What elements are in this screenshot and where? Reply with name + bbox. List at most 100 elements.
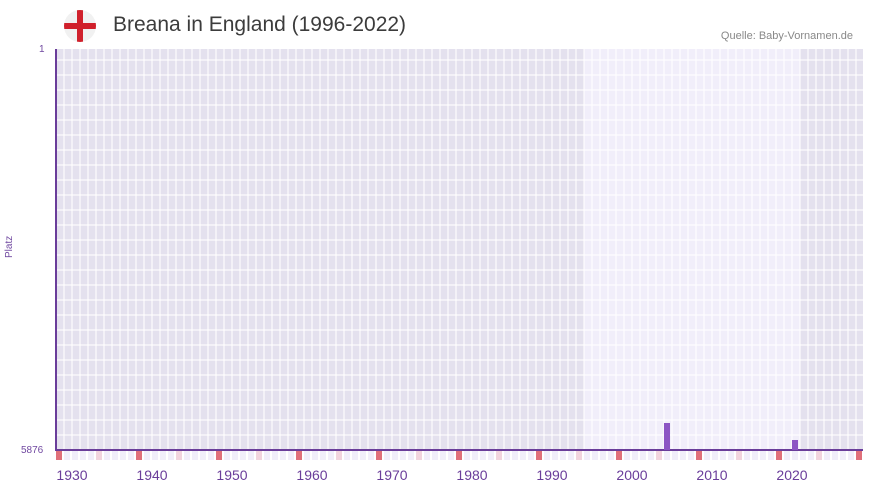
grid-line-vertical [471,49,473,450]
year-marker [224,451,230,460]
grid-line-horizontal [56,209,863,211]
grid-line-horizontal [56,59,863,61]
year-marker [752,451,758,460]
year-marker [312,451,318,460]
grid-line-vertical [119,49,121,450]
grid-line-vertical [303,49,305,450]
grid-line-vertical [175,49,177,450]
grid-line-vertical [135,49,137,450]
y-tick-top: 1 [39,44,45,55]
grid-line-vertical [223,49,225,450]
x-tick-label: 1960 [296,467,328,483]
grid-line-horizontal [56,374,863,376]
grid-line-horizontal [56,404,863,406]
year-marker [480,451,486,460]
grid-line-vertical [111,49,113,450]
year-marker [464,451,470,460]
grid-line-horizontal [56,239,863,241]
year-marker [424,451,430,460]
grid-line-vertical [703,49,705,450]
grid-line-vertical [823,49,825,450]
grid-line-vertical [487,49,489,450]
grid-line-vertical [319,49,321,450]
y-axis-label: Platz [4,235,15,258]
x-tick-label: 1970 [376,467,408,483]
grid-line-vertical [239,49,241,450]
grid-line-vertical [367,49,369,450]
year-marker [560,451,566,460]
rank-bar-2004[interactable] [664,422,670,450]
grid-line-vertical [279,49,281,450]
grid-line-horizontal [56,119,863,121]
year-marker [320,451,326,460]
year-marker [264,451,270,460]
grid-line-vertical [407,49,409,450]
year-marker [640,451,646,460]
grid-line-vertical [159,49,161,450]
year-marker [128,451,134,460]
grid-line-vertical [447,49,449,450]
grid-line-vertical [767,49,769,450]
year-marker [472,451,478,460]
year-marker [488,451,494,460]
year-marker [688,451,694,460]
highlight-band [584,49,800,450]
year-marker [152,451,158,460]
rank-bar-2020[interactable] [792,440,798,450]
decade-marker [376,451,382,460]
grid-line-vertical [831,49,833,450]
grid-line-vertical [143,49,145,450]
grid-line-vertical [511,49,513,450]
year-marker [568,451,574,460]
year-marker [64,451,70,460]
year-marker [72,451,78,460]
decade-marker [616,451,622,460]
y-tick-bottom: 5876 [21,445,44,456]
year-marker [432,451,438,460]
grid-line-vertical [79,49,81,450]
grid-line-vertical [95,49,97,450]
year-marker [800,451,806,460]
year-marker [280,451,286,460]
year-marker [768,451,774,460]
year-marker [120,451,126,460]
x-tick-label: 1940 [136,467,168,483]
year-marker [184,451,190,460]
grid-line-horizontal [56,269,863,271]
grid-line-vertical [439,49,441,450]
year-marker [840,451,846,460]
grid-line-horizontal [56,314,863,316]
year-marker [736,451,742,460]
grid-line-vertical [271,49,273,450]
year-marker [784,451,790,460]
year-marker [528,451,534,460]
grid-line-vertical [415,49,417,450]
year-marker [80,451,86,460]
x-tick-label: 2010 [696,467,728,483]
year-marker [96,451,102,460]
grid-line-vertical [263,49,265,450]
grid-line-vertical [735,49,737,450]
grid-line-vertical [535,49,537,450]
grid-line-vertical [799,49,801,450]
x-tick-label: 1950 [216,467,248,483]
year-marker [816,451,822,460]
grid-line-vertical [687,49,689,450]
grid-line-vertical [791,49,793,450]
grid-line-horizontal [56,164,863,166]
year-marker [368,451,374,460]
year-marker [656,451,662,460]
grid-line-vertical [287,49,289,450]
grid-line-vertical [527,49,529,450]
grid-line-vertical [543,49,545,450]
grid-line-vertical [71,49,73,450]
grid-line-horizontal [56,299,863,301]
england-flag-icon [64,10,96,42]
decade-marker [856,451,862,460]
grid-line-vertical [215,49,217,450]
grid-line-horizontal [56,359,863,361]
year-marker [384,451,390,460]
year-marker [336,451,342,460]
grid-line-vertical [503,49,505,450]
year-marker [144,451,150,460]
